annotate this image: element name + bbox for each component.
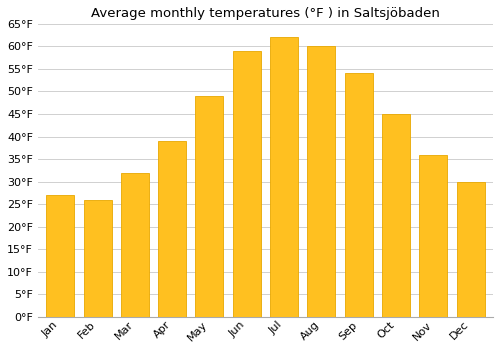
Bar xyxy=(270,37,298,317)
Bar xyxy=(196,96,224,317)
Bar xyxy=(158,141,186,317)
Title: Average monthly temperatures (°F ) in Saltsjöbaden: Average monthly temperatures (°F ) in Sa… xyxy=(91,7,440,20)
Bar xyxy=(308,47,336,317)
Bar xyxy=(420,155,448,317)
Bar xyxy=(84,199,112,317)
Bar xyxy=(344,74,372,317)
Bar xyxy=(121,173,149,317)
Bar xyxy=(233,51,261,317)
Bar xyxy=(46,195,74,317)
Bar xyxy=(456,182,484,317)
Bar xyxy=(382,114,410,317)
